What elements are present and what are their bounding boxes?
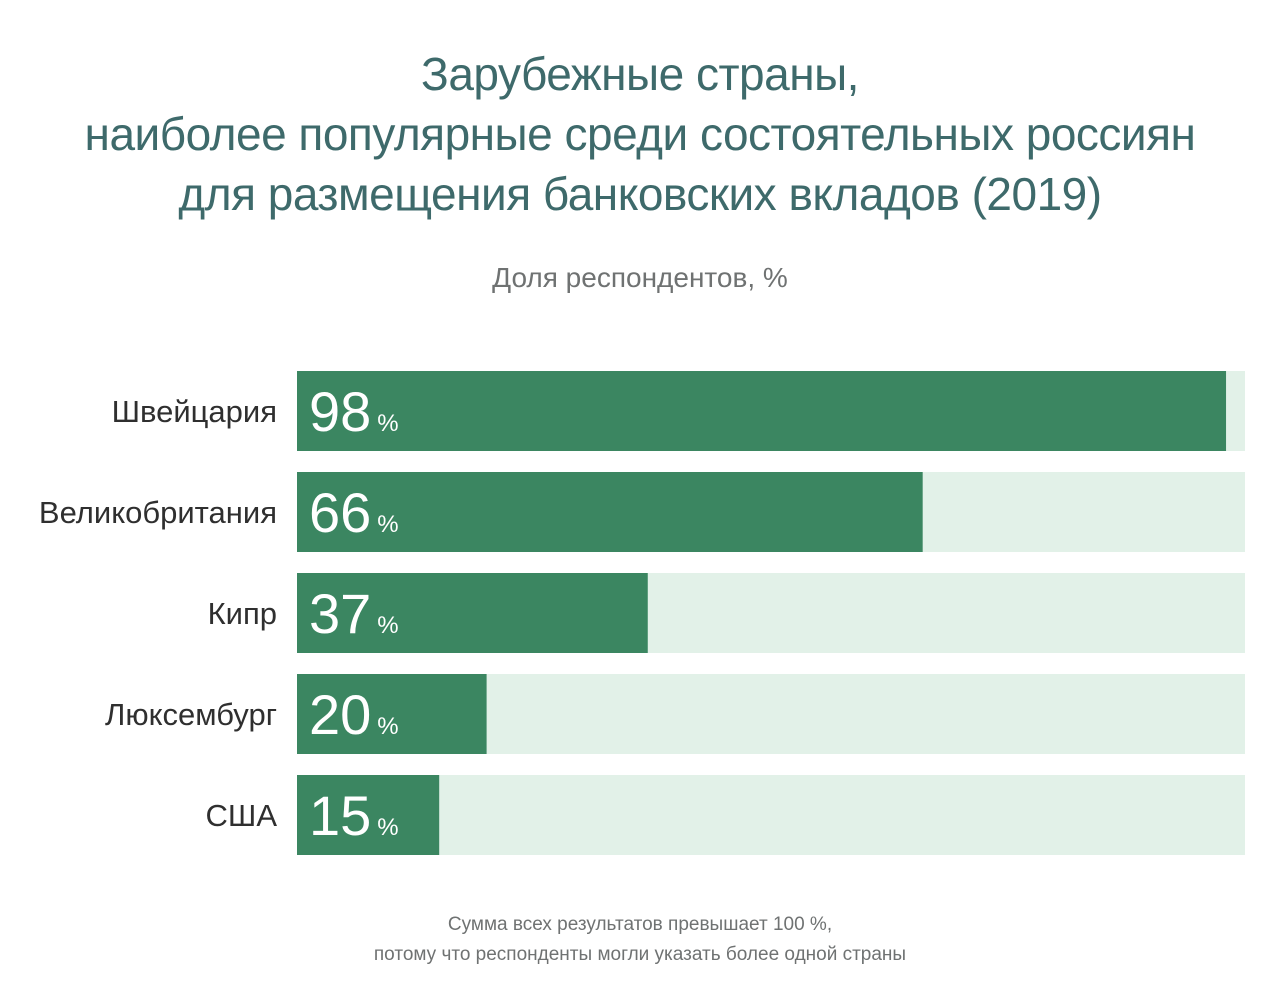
value-unit: % bbox=[377, 612, 398, 639]
value-label: 20% bbox=[309, 683, 399, 746]
value-label: 98% bbox=[309, 380, 399, 443]
bar-track bbox=[297, 775, 1245, 855]
value-number: 20 bbox=[309, 683, 371, 746]
value-label: 15% bbox=[309, 784, 399, 847]
value-number: 15 bbox=[309, 784, 371, 847]
value-number: 98 bbox=[309, 380, 371, 443]
bar-row: Великобритания 66% bbox=[39, 472, 1245, 552]
bar-row: Люксембург 20% bbox=[105, 674, 1245, 754]
category-label: Люксембург bbox=[105, 697, 277, 732]
value-unit: % bbox=[377, 410, 398, 437]
category-label: Великобритания bbox=[39, 495, 277, 530]
value-label: 66% bbox=[309, 481, 399, 544]
chart-footnote: Сумма всех результатов превышает 100 %, … bbox=[0, 910, 1280, 970]
bar bbox=[297, 573, 648, 653]
chart-title-line-3: для размещения банковских вкладов (2019) bbox=[178, 168, 1102, 220]
value-unit: % bbox=[377, 713, 398, 740]
category-label: Швейцария bbox=[112, 394, 277, 429]
bar bbox=[297, 472, 923, 552]
value-number: 66 bbox=[309, 481, 371, 544]
value-unit: % bbox=[377, 511, 398, 538]
bar bbox=[297, 371, 1227, 451]
chart-subtitle: Доля респондентов, % bbox=[492, 262, 788, 293]
chart-title-line-2: наиболее популярные среди состоятельных … bbox=[84, 108, 1196, 160]
category-label: США bbox=[206, 798, 278, 833]
bar bbox=[297, 674, 487, 754]
footnote-line-1: Сумма всех результатов превышает 100 %, bbox=[447, 914, 833, 935]
value-label: 37% bbox=[309, 582, 399, 645]
value-number: 37 bbox=[309, 582, 371, 645]
value-unit: % bbox=[377, 814, 398, 841]
chart-title: Зарубежные страны, наиболее популярные с… bbox=[0, 44, 1280, 224]
bar-row: Кипр 37% bbox=[208, 573, 1245, 653]
bar-chart: Швейцария 98 %Великобритания 66 %Кипр 37 %Люкс… bbox=[39, 371, 1245, 855]
footnote-line-2: потому что респонденты могли указать бол… bbox=[373, 944, 907, 965]
bar bbox=[297, 775, 440, 855]
category-label: Кипр bbox=[208, 596, 277, 631]
bar-row: США 15% bbox=[206, 775, 1245, 855]
chart-title-line-1: Зарубежные страны, bbox=[421, 48, 859, 100]
bar-row: Швейцария 98% bbox=[112, 371, 1245, 451]
